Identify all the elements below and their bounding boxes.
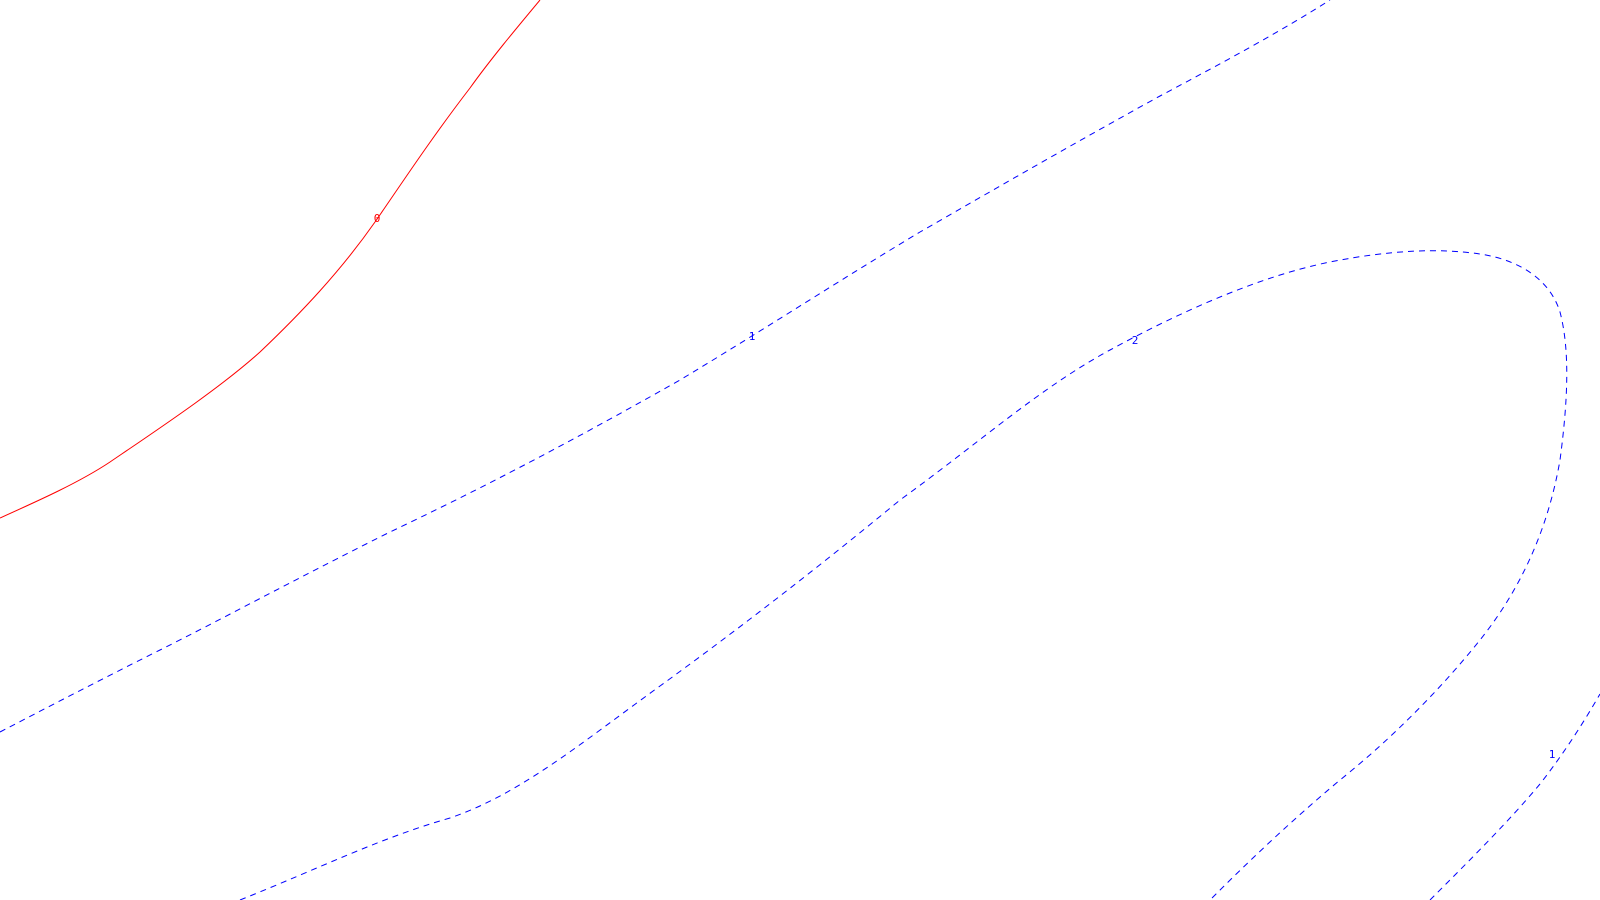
contour-line-level-2: 2 — [239, 250, 1568, 900]
contour-1-upper-label: 1 — [749, 330, 756, 343]
contour-1-lower-path — [1429, 693, 1600, 900]
contour-line-level-0: 0 — [0, 0, 541, 519]
contour-0-label: 0 — [374, 212, 381, 225]
contour-0-path — [0, 0, 541, 519]
contour-2-label: 2 — [1132, 334, 1139, 347]
contour-line-level-1-upper: 1 — [0, 0, 1331, 733]
contour-1-lower-label: 1 — [1549, 748, 1556, 761]
contour-1-upper-path — [0, 0, 1331, 733]
contour-line-level-1-lower: 1 — [1429, 693, 1600, 900]
